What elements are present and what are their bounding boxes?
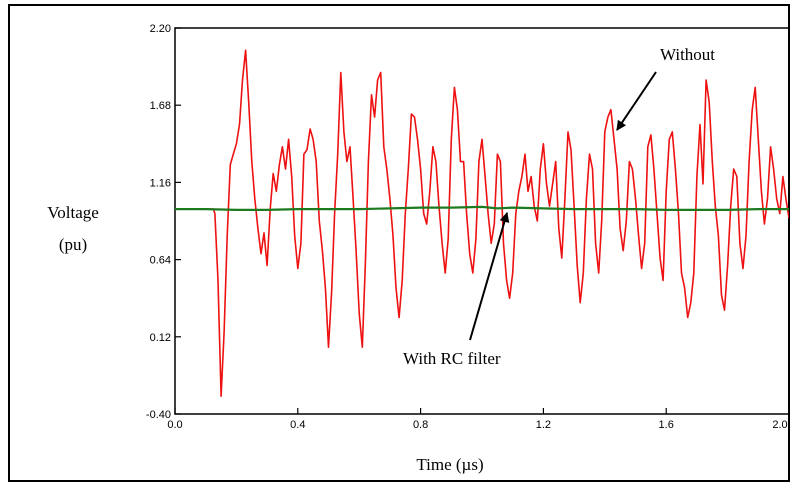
y-tick-label: 1.68 (150, 100, 171, 112)
y-tick-label: -0.40 (146, 409, 171, 421)
annotation-arrow-with-rc-filter (469, 212, 510, 341)
x-axis-label: Time (µs) (416, 455, 483, 474)
series-line-without (175, 49, 789, 397)
series-lines (175, 49, 789, 397)
y-tick-label: 0.12 (150, 332, 171, 344)
axis-ticks: 0.0 0.4 0.8 1.2 1.6 2.0 -0.40 0.12 0.64 1.16 1.68 2… (146, 23, 790, 431)
y-tick-label: 1.16 (150, 177, 171, 189)
annotation-arrow-without (616, 71, 657, 131)
annotation-with-rc-filter: With RC filter (403, 349, 501, 368)
x-tick-label: 0.4 (290, 419, 305, 431)
y-axis-label-line2: (pu) (59, 235, 87, 254)
annotation-without: Without (660, 45, 715, 64)
x-tick-label: 0.8 (413, 419, 428, 431)
x-tick-label: 2.0 (772, 419, 787, 431)
y-tick-label: 0.64 (150, 255, 171, 267)
x-tick-label: 0.0 (167, 419, 182, 431)
x-tick-label: 1.6 (659, 419, 674, 431)
y-tick-label: 2.20 (150, 23, 171, 35)
y-axis-label-line1: Voltage (47, 203, 99, 222)
x-tick-label: 1.2 (536, 419, 551, 431)
series-line-with-rc-filter (175, 205, 789, 211)
plot-area (174, 27, 790, 415)
